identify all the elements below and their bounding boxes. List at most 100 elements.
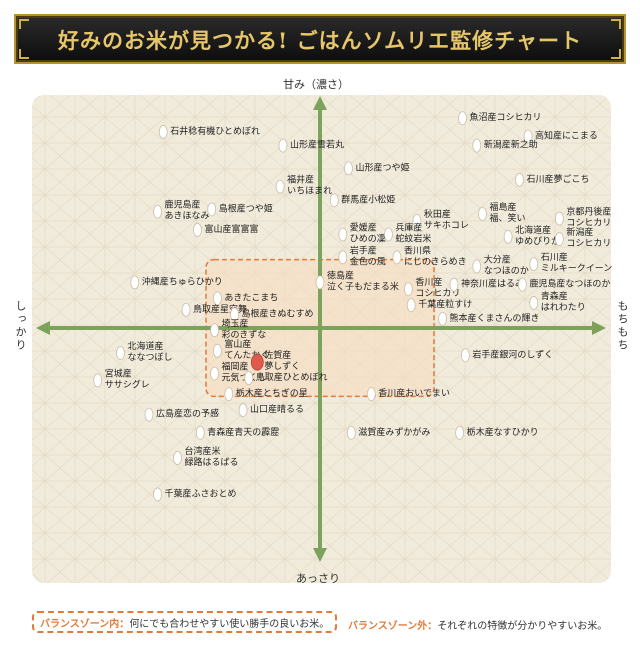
point-label: 熊本産くまさんの輝き: [450, 312, 540, 324]
point-label: あきたこまち: [224, 292, 278, 303]
point-label: 魚沼産コシヒカリ: [470, 111, 542, 123]
point-label: 鹿児島産あきほなみ: [165, 199, 210, 222]
point-label: 栃木産なすひかり: [467, 426, 539, 438]
grain-marker: [515, 172, 524, 187]
point-label: 栃木産とちぎの星: [236, 387, 308, 399]
grain-marker: [181, 302, 191, 317]
grain-marker: [455, 425, 465, 440]
grain-marker: [438, 311, 447, 326]
point-label: 北海道産ゆめぴりか: [515, 224, 560, 247]
grain-marker: [144, 407, 154, 422]
axis-label-top: 甘み（濃さ）: [283, 78, 349, 91]
legend-outside-key: バランスゾーン外：: [348, 621, 438, 632]
chart-title: 好みのお米が見つかる! ごはんソムリエ監修チャート: [58, 28, 582, 53]
grain-marker: [193, 223, 202, 237]
rice-point: 栃木産なすひかり: [455, 425, 539, 440]
grain-marker: [366, 387, 376, 402]
point-label: 青森産青天の霹靂: [207, 426, 279, 438]
rice-point: 徳島産泣く子もだまる米: [315, 269, 399, 292]
grain-marker: [403, 282, 413, 297]
point-label: 福井産いちほまれ: [287, 174, 332, 197]
axis-label-left: しっかり: [14, 300, 27, 352]
rice-point: 石川産夢ごこち: [515, 172, 590, 187]
grain-marker: [207, 202, 217, 217]
grain-marker: [338, 250, 348, 265]
point-label: 京都丹後産コシヒカリ: [566, 206, 611, 229]
rice-point: 滋賀産みずかがみ: [346, 425, 430, 440]
rice-point: あきたこまち: [212, 291, 278, 306]
grain-marker: [212, 291, 222, 306]
grain-marker: [346, 425, 356, 440]
point-label: 山形産つや姫: [356, 161, 410, 173]
rice-point: 神奈川産はるみ: [449, 277, 524, 292]
point-label: 千葉産粒すけ: [418, 298, 472, 310]
rice-point: 福井産いちほまれ: [275, 174, 332, 197]
rice-point: 大分産なつほのか: [472, 253, 529, 276]
grain-marker: [529, 296, 539, 310]
rice-point: 香川産コシヒカリ: [403, 276, 460, 299]
point-label: 鳥取産星空舞: [193, 303, 247, 315]
rice-point: 山口産晴るる: [238, 403, 304, 417]
point-label: 新潟産コシヒカリ: [566, 226, 611, 249]
grain-marker: [244, 371, 254, 386]
grain-marker: [153, 204, 162, 219]
grain-marker: [210, 366, 219, 381]
rice-point: 北海道産ゆめぴりか: [503, 224, 560, 247]
grain-marker: [230, 307, 239, 322]
rice-point: 石川産ミルキークイーン: [529, 251, 613, 274]
banner-corner: [19, 19, 29, 29]
point-label: 富山産富富富: [204, 223, 258, 235]
point-label: 兵庫産蛇紋岩米: [395, 222, 431, 245]
grain-marker: [224, 387, 234, 402]
grain-marker: [503, 229, 513, 244]
rice-point: 群馬産小松姫: [329, 193, 395, 208]
point-label: 山口産晴るる: [250, 403, 304, 415]
grain-marker: [529, 257, 539, 272]
point-label: 石井稔有機ひとめぼれ: [170, 125, 260, 137]
point-label: 千葉産ふさおとめ: [165, 487, 237, 499]
grain-marker: [517, 277, 527, 292]
legend-inside-key: バランスゾーン内：: [40, 619, 130, 630]
legend-outside-text: それぞれの特徴が分かりやすいお米。: [437, 621, 608, 632]
point-label: 徳島産泣く子もだまる米: [327, 269, 399, 292]
point-label: 岩手産金色の風: [350, 244, 386, 267]
point-label: 島根産きぬむすめ: [242, 307, 314, 319]
rice-point: 富山産てんたかく: [212, 338, 269, 361]
rice-point: 千葉産ふさおとめ: [153, 487, 237, 502]
rice-point: 山形産雪若丸: [278, 139, 344, 153]
grain-marker: [158, 125, 168, 139]
legend-outside: バランスゾーン外：それぞれの特徴が分かりやすいお米。: [348, 617, 607, 632]
rice-point: 佐賀産夢しずく: [250, 349, 300, 372]
grain-marker: [412, 213, 422, 228]
axis-label-right: もちもち: [616, 300, 629, 352]
point-label: 石川産ミルキークイーン: [541, 251, 613, 274]
point-label: 台湾産米緑路はるばる: [185, 445, 239, 468]
axis-label-bottom: あっさり: [296, 572, 340, 585]
point-label: 石川産夢ごこち: [527, 173, 590, 185]
grain-marker: [338, 227, 348, 242]
grain-marker: [392, 250, 402, 265]
point-label: 香川県にじのきらめき: [404, 245, 467, 267]
arrow-right: [592, 321, 606, 335]
rice-point: 魚沼産コシヒカリ: [458, 111, 542, 126]
point-label: 埼玉産彩のきずな: [222, 317, 267, 340]
point-label: 香川産おいでまい: [378, 387, 450, 399]
point-label: 青森産はれわたり: [541, 290, 586, 313]
grain-marker: [478, 207, 487, 221]
rice-point: 新潟産コシヒカリ: [555, 226, 611, 249]
point-label: 山形産雪若丸: [290, 139, 344, 151]
rice-point: 岩手産銀河のしずく: [460, 348, 553, 363]
rice-point: 兵庫産蛇紋岩米: [383, 222, 431, 245]
rice-point: 鳥取産ひとめぼれ: [244, 371, 327, 386]
point-label: 北海道産ななつぼし: [128, 340, 173, 363]
point-label: 神奈川産はるみ: [461, 278, 524, 290]
point-label: 広島産恋の予感: [156, 408, 219, 420]
grain-marker: [212, 343, 222, 358]
grain-marker: [449, 277, 459, 292]
rice-point: 富山産富富富: [193, 223, 258, 237]
grain-marker: [555, 211, 564, 226]
banner-corner: [611, 49, 621, 59]
grain-marker: [460, 348, 470, 363]
rice-point: 島根産つや姫: [207, 202, 273, 217]
grain-marker: [458, 111, 467, 126]
